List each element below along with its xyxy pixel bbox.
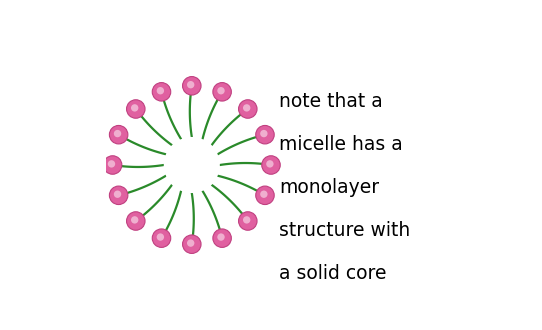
- Circle shape: [108, 160, 115, 168]
- Circle shape: [152, 229, 171, 248]
- Circle shape: [260, 130, 268, 137]
- Circle shape: [213, 82, 231, 101]
- Circle shape: [131, 104, 138, 112]
- Circle shape: [157, 87, 164, 94]
- Circle shape: [217, 233, 225, 241]
- Circle shape: [183, 235, 201, 253]
- Circle shape: [266, 160, 274, 168]
- Circle shape: [104, 156, 122, 174]
- Circle shape: [217, 87, 225, 94]
- Circle shape: [238, 100, 257, 118]
- Circle shape: [114, 190, 121, 198]
- Circle shape: [187, 81, 195, 88]
- Circle shape: [243, 104, 250, 112]
- Circle shape: [260, 190, 268, 198]
- Circle shape: [127, 100, 145, 118]
- Text: structure with: structure with: [279, 221, 410, 240]
- Circle shape: [238, 212, 257, 230]
- Circle shape: [152, 82, 171, 101]
- Circle shape: [109, 125, 128, 144]
- Circle shape: [183, 77, 201, 95]
- Circle shape: [109, 186, 128, 205]
- Text: note that a: note that a: [279, 92, 383, 112]
- Text: monolayer: monolayer: [279, 178, 379, 197]
- Circle shape: [187, 239, 195, 247]
- Circle shape: [256, 125, 274, 144]
- Circle shape: [164, 137, 220, 193]
- Circle shape: [127, 212, 145, 230]
- Circle shape: [256, 186, 274, 205]
- Circle shape: [262, 156, 280, 174]
- Circle shape: [213, 229, 231, 248]
- Circle shape: [131, 216, 138, 224]
- Circle shape: [157, 233, 164, 241]
- Circle shape: [114, 130, 121, 137]
- Circle shape: [243, 216, 250, 224]
- Text: a solid core: a solid core: [279, 264, 387, 283]
- Text: micelle has a: micelle has a: [279, 135, 403, 154]
